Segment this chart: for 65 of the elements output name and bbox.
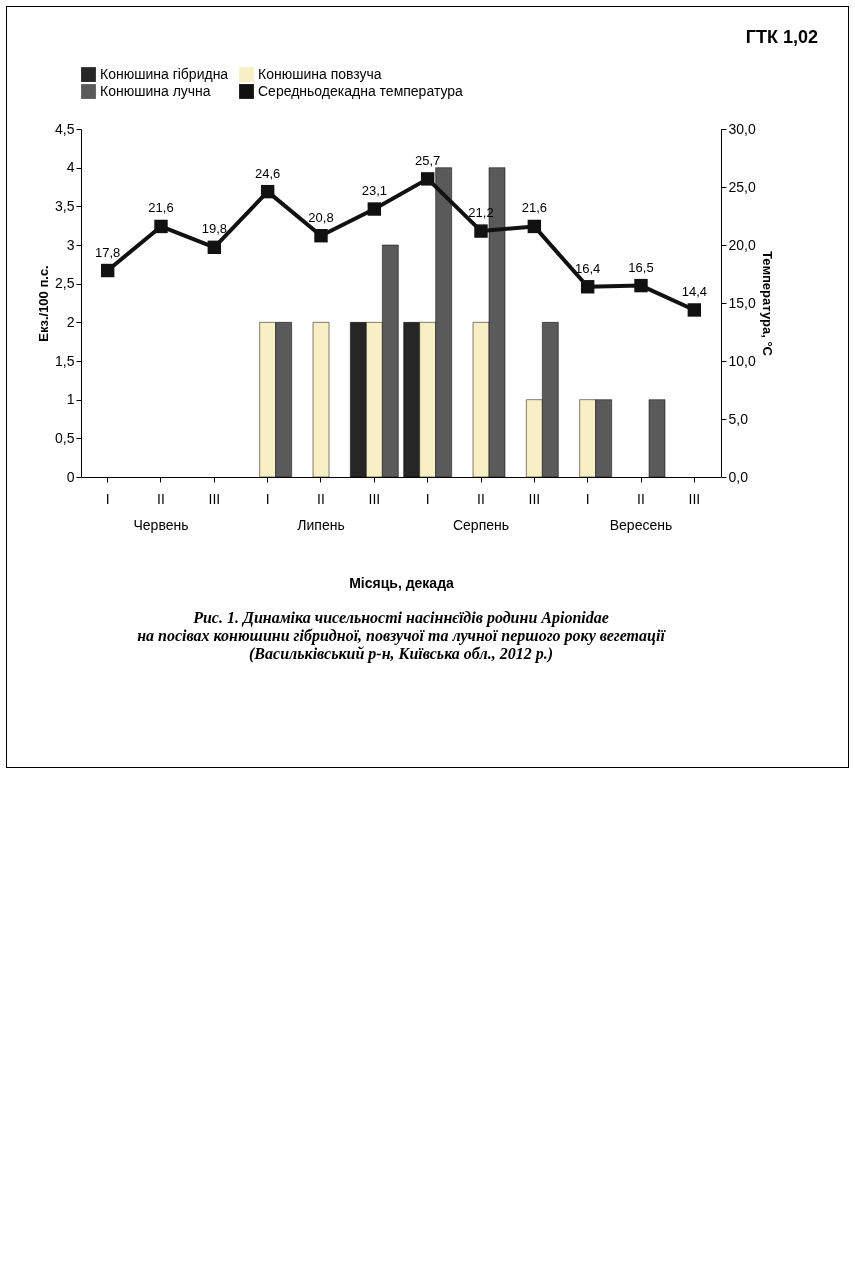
point — [527, 219, 542, 234]
data-label: 24,6 — [255, 165, 281, 181]
x-tick-label: II — [157, 490, 165, 507]
point — [474, 224, 488, 238]
point — [420, 172, 435, 186]
point — [260, 184, 275, 199]
y-tick-label: 2,5 — [55, 275, 75, 292]
legend-label: Конюшина лучна — [100, 82, 211, 99]
text: Вересень — [609, 517, 673, 533]
y2-tick-label: 30,0 — [728, 120, 756, 137]
y2-tick-label: 5,0 — [728, 410, 749, 427]
point — [367, 202, 382, 216]
y-tick-label: 1 — [66, 391, 75, 408]
x-tick-label: I — [425, 490, 430, 507]
y-tick-label: 3,5 — [55, 197, 75, 214]
x-tick-label: I — [265, 490, 270, 507]
x-tick-label: I — [585, 490, 590, 507]
x-tick-label: II — [637, 490, 645, 507]
y2-tick-label: 10,0 — [728, 352, 756, 369]
legend-label: Конюшина повзуча — [258, 65, 382, 82]
text: Рис. 1. Динаміка чисельності насіннєїдів родини Apionidae на посівах конюшини гібридної, повзучої та лучної першого року вегетації (Васильківський р-н, Київська обл., 2012 р.) — [137, 609, 667, 663]
y-tick-label: 0,5 — [55, 429, 75, 446]
x-tick-label: III — [688, 490, 701, 507]
data-label: 25,7 — [415, 152, 441, 168]
data-label: 21,6 — [148, 200, 174, 216]
y-tick-label: 1,5 — [55, 352, 75, 369]
point — [314, 229, 328, 243]
data-label: 16,4 — [575, 260, 601, 276]
x-tick-label: III — [528, 490, 541, 507]
data-label: 16,5 — [628, 259, 654, 275]
y2-tick-label: 0,0 — [728, 468, 749, 485]
y2-tick-label: 15,0 — [728, 294, 756, 311]
x-axis-title: Місяць, декада — [349, 574, 455, 591]
data-label: 19,8 — [201, 221, 227, 237]
point — [207, 240, 222, 255]
y-tick-label: 0 — [66, 468, 75, 485]
point — [634, 278, 648, 293]
text: Червень — [133, 517, 189, 533]
legend-label: Конюшина гібридна — [100, 65, 229, 82]
y2-tick-label: 20,0 — [728, 236, 756, 253]
data-label: 20,8 — [308, 209, 334, 225]
point — [687, 303, 702, 317]
data-label: 17,8 — [95, 244, 121, 260]
y2-tick-label: 25,0 — [728, 178, 756, 195]
y-axis-title: Екз./100 п.с. — [36, 265, 52, 342]
point — [154, 219, 168, 234]
y-tick-label: 4,5 — [55, 120, 75, 137]
data-label: 21,6 — [521, 200, 547, 216]
y-tick-label: 3 — [66, 236, 75, 253]
x-tick-label: III — [208, 490, 221, 507]
y-tick-label: 4 — [66, 159, 75, 176]
x-tick-label: III — [368, 490, 381, 507]
y-tick-label: 2 — [66, 313, 75, 330]
text: Липень — [297, 517, 345, 533]
x-tick-label: II — [477, 490, 485, 507]
y2-axis-title: Температура, °С — [759, 251, 775, 357]
text: Серпень — [452, 517, 510, 533]
x-tick-label: I — [105, 490, 110, 507]
point — [580, 280, 595, 294]
data-label: 14,4 — [681, 283, 707, 299]
x-tick-label: II — [317, 490, 325, 507]
data-label: 23,1 — [361, 183, 387, 199]
text: ГТК 1,02 — [745, 27, 818, 48]
legend-label: Середньодекадна температура — [258, 82, 464, 99]
point — [100, 263, 115, 278]
